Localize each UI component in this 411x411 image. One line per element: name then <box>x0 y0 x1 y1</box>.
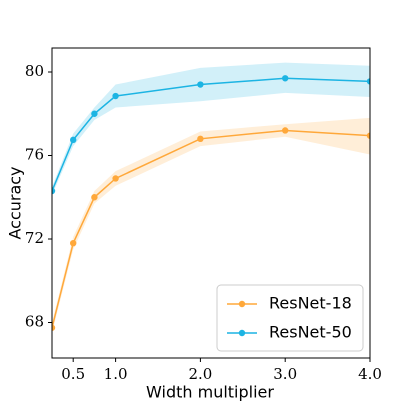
y-tick-label: 68 <box>25 313 44 331</box>
point <box>91 194 98 201</box>
point <box>52 187 56 195</box>
legend-marker <box>238 300 246 308</box>
plot <box>52 62 370 333</box>
point <box>366 132 370 139</box>
point <box>112 175 119 182</box>
point <box>197 81 204 88</box>
y-axis-label: Accuracy <box>6 166 25 239</box>
point <box>91 110 98 117</box>
point <box>282 127 289 134</box>
x-tick-label: 2.0 <box>188 365 212 383</box>
point <box>197 135 204 143</box>
y-tick-label: 72 <box>25 229 44 247</box>
x-tick-label: 4.0 <box>358 365 382 383</box>
plot-frame <box>51 47 371 359</box>
point <box>112 92 119 100</box>
legend-marker <box>238 329 246 337</box>
error-band <box>52 62 370 196</box>
legend-box <box>216 284 364 352</box>
x-tick-label: 3.0 <box>273 365 297 383</box>
legend-label: ResNet-18 <box>269 294 352 313</box>
point <box>366 78 370 85</box>
x-tick-label: 1.0 <box>104 365 128 383</box>
point <box>70 239 77 247</box>
x-tick-label: 0.5 <box>61 365 85 383</box>
legend-label: ResNet-50 <box>269 323 352 342</box>
point <box>282 75 289 82</box>
x-axis-label: Width multiplier <box>146 383 274 402</box>
point <box>70 136 77 144</box>
point <box>52 324 56 331</box>
y-tick-label: 80 <box>25 62 44 80</box>
y-tick-label: 76 <box>25 146 44 164</box>
